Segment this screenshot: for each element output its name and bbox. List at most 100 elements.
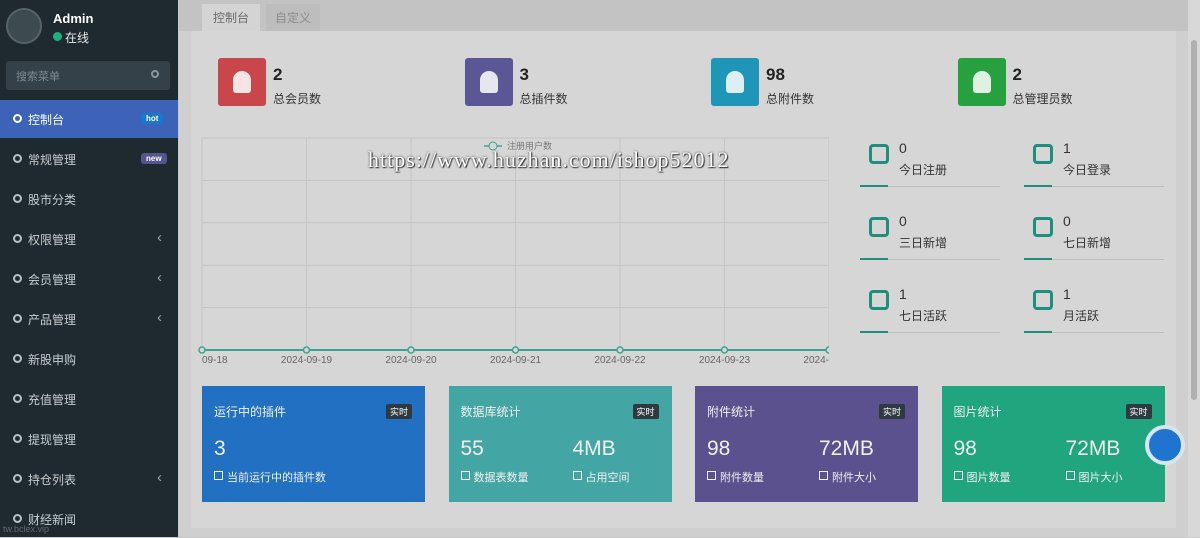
legend-label: 注册用户数 (507, 140, 552, 151)
side-stat-value: 1 (1063, 140, 1071, 156)
menu-icon (13, 234, 22, 243)
card-value: 55 (460, 437, 484, 460)
menu-label: 产品管理 (28, 313, 77, 327)
menu-icon (13, 394, 22, 403)
menu-icon (13, 154, 22, 163)
card-badge: 实时 (879, 404, 906, 419)
status-dot (53, 32, 62, 41)
footer-url: tw.bclex.vip (3, 524, 50, 534)
divider-accent (1024, 331, 1052, 333)
divider-accent (860, 185, 888, 187)
card-title: 附件统计 (707, 405, 756, 419)
x-tick-label: 2024-09-18 (179, 355, 228, 366)
stat-label: 总附件数 (766, 92, 815, 106)
menu-item[interactable]: 常规管理 new (0, 140, 178, 178)
stat-glyph (233, 71, 251, 93)
stat-icon (464, 58, 513, 106)
card-desc: 当前运行中的插件数 (227, 472, 326, 484)
data-point (407, 346, 415, 354)
chat-button[interactable] (1145, 425, 1185, 465)
tab[interactable]: 控制台 (202, 4, 260, 31)
card-desc-icon (819, 471, 828, 480)
card-desc: 数据表数量 (473, 472, 529, 484)
card-badge: 实时 (632, 404, 659, 419)
menu-label: 财经新闻 (28, 513, 77, 527)
card-value: 4MB (572, 437, 616, 460)
menu-icon (13, 474, 22, 483)
menu-item[interactable]: 权限管理 ‹ (0, 220, 178, 258)
menu-label: 新股申购 (28, 353, 77, 367)
scroll-thumb[interactable] (1191, 40, 1197, 400)
stat-glyph (479, 71, 498, 93)
info-card: 附件统计 实时 98 附件数量 72MB 附件大小 (695, 386, 918, 502)
menu-item[interactable]: 新股申购 (0, 340, 178, 378)
menu-item[interactable]: 会员管理 ‹ (0, 260, 178, 298)
menu-item[interactable]: 股市分类 (0, 180, 178, 218)
menu-label: 常规管理 (28, 153, 77, 167)
stat-label: 总会员数 (273, 92, 322, 106)
tab[interactable]: 自定义 (266, 4, 320, 31)
divider-accent (1024, 258, 1052, 260)
card-desc-icon (953, 471, 963, 480)
side-stat-icon (1033, 144, 1053, 164)
card-value: 98 (707, 437, 731, 460)
card-desc: 图片数量 (966, 472, 1011, 484)
card-desc: 附件大小 (832, 472, 876, 484)
stat-glyph (972, 71, 991, 93)
card-desc-icon (707, 471, 716, 480)
data-point (198, 346, 206, 354)
card-value: 72MB (1065, 437, 1121, 460)
card-value: 72MB (819, 437, 874, 460)
menu-item[interactable]: 提现管理 (0, 420, 178, 458)
search-box[interactable]: 搜索菜单 (6, 61, 170, 90)
side-stat-label: 今日注册 (899, 163, 948, 177)
divider (1024, 332, 1164, 333)
x-tick-label: 2024-09-24 (803, 355, 829, 366)
menu-item[interactable]: 持仓列表 ‹ (0, 460, 178, 498)
card-badge: 实时 (386, 404, 413, 419)
menu-badge: new (141, 153, 167, 164)
divider (1024, 259, 1164, 260)
card-title: 图片统计 (953, 405, 1002, 419)
watermark: https://www.huzhan.com/ishop52012 (368, 147, 730, 172)
menu-label: 控制台 (28, 113, 65, 127)
stat-value: 2 (273, 65, 283, 84)
menu-label: 持仓列表 (28, 473, 77, 487)
info-card: 图片统计 实时 98 图片数量 72MB 图片大小 (941, 386, 1165, 502)
sidebar: Admin 在线 搜索菜单 控制台 hot 常规管理 new 股市分类 权限管理 ‹ 会员管理 ‹ 产品… (0, 0, 178, 537)
side-stat-icon (1033, 290, 1053, 310)
card-value: 98 (953, 437, 977, 460)
menu-label: 权限管理 (28, 233, 77, 247)
menu-badge: hot (141, 113, 164, 124)
card-desc-icon (1065, 471, 1075, 480)
card-desc-icon (214, 471, 223, 480)
menu-label: 股市分类 (28, 193, 77, 207)
card-desc-icon (460, 471, 470, 480)
scrollbar[interactable] (1188, 0, 1200, 537)
menu-item[interactable]: 产品管理 ‹ (0, 300, 178, 338)
user-status: 在线 (65, 31, 90, 45)
expand-arrow: ‹ (157, 309, 162, 326)
menu-item[interactable]: 充值管理 (0, 380, 178, 418)
side-stat-value: 0 (899, 213, 907, 229)
menu-icon (13, 114, 22, 123)
menu-icon (13, 194, 22, 203)
user-name: Admin (53, 11, 94, 26)
side-stat-label: 三日新增 (899, 236, 948, 250)
data-point (825, 346, 829, 354)
x-tick-label: 2024-09-22 (594, 355, 646, 366)
divider-accent (1024, 185, 1052, 187)
side-stat-label: 七日活跃 (899, 309, 948, 323)
side-stat-label: 今日登录 (1063, 163, 1112, 177)
menu-item[interactable]: 财经新闻 (0, 500, 178, 538)
tab-bar (179, 0, 1188, 31)
card-desc: 占用空间 (585, 472, 630, 484)
side-stat-label: 七日新增 (1063, 236, 1112, 250)
data-point (720, 346, 729, 354)
menu-label: 充值管理 (28, 393, 77, 407)
card-desc-icon (572, 471, 582, 480)
menu-item[interactable]: 控制台 hot (0, 100, 178, 138)
menu-icon (13, 434, 22, 443)
divider-accent (860, 258, 888, 260)
